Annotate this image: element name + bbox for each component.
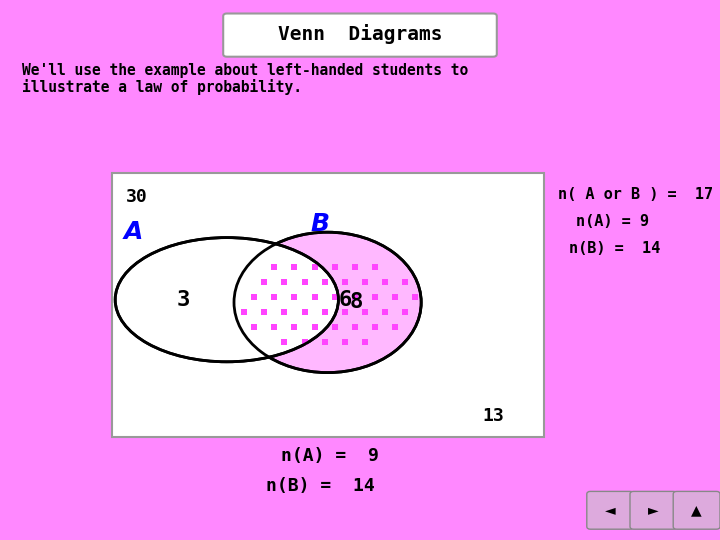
FancyBboxPatch shape — [587, 491, 634, 529]
Ellipse shape — [115, 238, 338, 362]
Text: n(A) = 9: n(A) = 9 — [576, 214, 649, 229]
Text: We'll use the example about left-handed students to: We'll use the example about left-handed … — [22, 63, 468, 78]
Text: n( A or B ) =  17: n( A or B ) = 17 — [558, 187, 713, 202]
Text: 8: 8 — [350, 292, 363, 313]
Text: A: A — [124, 220, 143, 244]
FancyBboxPatch shape — [112, 173, 544, 437]
Text: n(B) =  14: n(B) = 14 — [569, 241, 660, 256]
Text: ▲: ▲ — [691, 503, 702, 517]
Text: ►: ► — [648, 503, 659, 517]
Text: B: B — [311, 212, 330, 236]
Text: illustrate a law of probability.: illustrate a law of probability. — [22, 79, 302, 96]
Text: n(A) =  9: n(A) = 9 — [281, 447, 379, 465]
FancyBboxPatch shape — [673, 491, 720, 529]
Text: n(B) =  14: n(B) = 14 — [266, 477, 375, 495]
Ellipse shape — [234, 232, 421, 373]
FancyBboxPatch shape — [223, 14, 497, 57]
Text: 13: 13 — [482, 407, 504, 425]
Text: 3: 3 — [177, 289, 190, 310]
Text: Venn  Diagrams: Venn Diagrams — [278, 24, 442, 44]
FancyBboxPatch shape — [630, 491, 677, 529]
Text: 6: 6 — [339, 289, 352, 310]
Text: 30: 30 — [126, 188, 148, 206]
Text: ◄: ◄ — [605, 503, 616, 517]
